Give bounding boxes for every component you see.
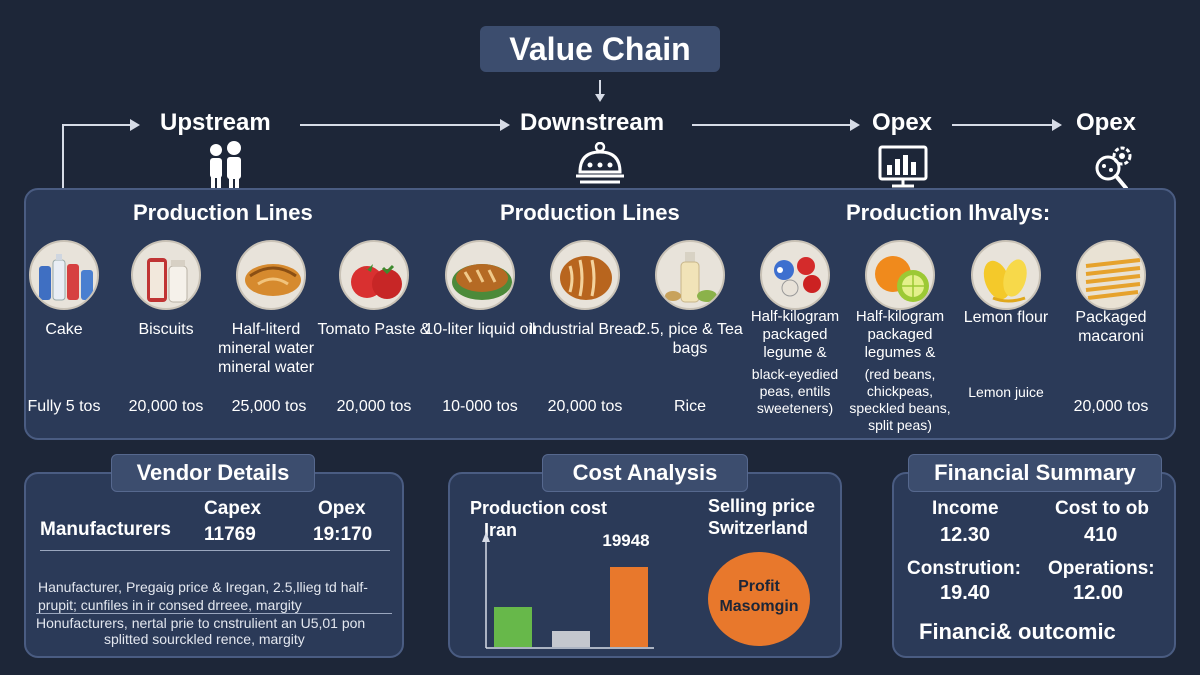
tomato-icon [339,240,409,310]
product-name: Half-kilogram packaged legume & [750,308,840,361]
bread-icon [550,240,620,310]
pasta-icon [1076,240,1146,310]
vendor-divider [36,613,392,614]
page-title: Value Chain [480,26,720,72]
vendor-opex-value: 19:170 [313,524,373,545]
product-name: Tomato Paste & [317,321,431,338]
oil-bottle-icon [655,240,725,310]
section-title-3: Production Ihvalys: [846,200,1051,225]
product-qty: Rice [673,398,706,415]
production-cost-sub: Iran [484,520,518,540]
people-icon [210,141,241,188]
gear-search-icon [1095,146,1132,190]
cost-chart: 19948 [482,531,654,649]
product-qty: 20,000 tos [1073,398,1149,415]
financial-footer: Financi& outcomic [919,619,1116,644]
product-name: Lemon flour [963,309,1049,326]
flow-arrow-3 [1052,119,1062,131]
citrus-icon [865,240,935,310]
product-name: Packaged macaroni [1075,309,1147,345]
bread-roll-icon [236,240,306,310]
title-connector [599,80,601,96]
product-qty: (red beans, chickpeas, speckled beans, s… [849,366,951,433]
financial-title: Financial Summary [908,454,1162,492]
profit-circle [708,552,810,646]
cost-title: Cost Analysis [542,454,748,492]
flow-line-2 [692,124,850,126]
stage-upstream-label: Upstream [160,109,271,136]
vendor-title: Vendor Details [111,454,315,492]
vendor-col-opex: Opex [318,498,366,519]
stage-opex-label: Opex [872,109,933,136]
selling-price-sub: Switzerland [708,518,809,538]
berries-icon [760,240,830,310]
production-cost-label: Production cost [470,498,608,518]
vendor-divider [40,550,390,551]
product-name: Cake [45,321,83,338]
product-qty: 20,000 tos [336,398,412,415]
flow-line-1 [300,124,500,126]
vendor-panel [24,472,404,658]
fin-label: Cost to ob [1055,498,1149,519]
vendor-note: prupit; cunfiles in ir consed drreee, ma… [38,597,302,613]
profit-label: Profit Masomgin [719,578,799,615]
vendor-note: splitted sourckled rence, margity [104,631,305,647]
fin-value: 410 [1084,524,1118,546]
product-name: Half-kilogram packaged legumes & [855,308,945,361]
jars-icon [131,240,201,310]
chart-bar-0 [494,607,532,647]
flow-arrow-0 [130,119,140,131]
selling-price-label: Selling price [708,496,816,516]
chart-bar-2 [610,567,648,647]
production-panel [24,188,1176,440]
cloche-icon [576,142,624,184]
product-qty: 10-000 tos [442,398,518,415]
vendor-note: Hanufacturer, Pregaig price & Iregan, 2.… [38,579,368,595]
product-name: 2.5, pice & Tea bags [637,321,743,357]
stage-opex-2-label: Opex [1076,109,1137,136]
flow-arrow-2 [850,119,860,131]
product-qty: Lemon juice [968,384,1044,400]
flow-line-0 [62,124,132,126]
lemon-icon [971,240,1041,310]
product-qty: 25,000 tos [231,398,307,415]
product-name: 10-liter liquid oil [424,321,536,338]
section-title-2: Production Lines [500,200,680,225]
fin-label: Constrution: [907,558,1021,579]
vendor-col-capex: Capex [204,498,262,519]
vendor-note: Honufacturers, nertal prie to cnstrulien… [36,615,366,631]
chart-y-axis-arrow [482,532,490,542]
product-qty: 20,000 tos [128,398,204,415]
stage-downstream-label: Downstream [520,109,665,136]
vendor-capex-value: 11769 [204,524,256,545]
fin-label: Operations: [1048,558,1155,579]
fin-value: 19.40 [940,582,991,604]
product-qty: 20,000 tos [547,398,623,415]
bar-value-label: 19948 [602,531,649,550]
bottles-icon [29,240,99,310]
fin-value: 12.00 [1073,582,1124,604]
product-qty: black-eyedied peas, entils sweeteners) [751,366,839,416]
product-name: Biscuits [138,321,194,338]
flow-line-3 [952,124,1052,126]
title-connector-arrow [595,94,605,102]
product-qty: Fully 5 tos [27,398,101,415]
vendor-row-label: Manufacturers [40,519,171,540]
financial-panel [892,472,1176,658]
chart-bar-1 [552,631,590,647]
section-title-1: Production Lines [133,200,313,225]
flow-arrow-1 [500,119,510,131]
product-name: Industrial Bread [528,321,642,338]
bread-loaf-icon [445,240,515,310]
fin-value: 12.30 [940,524,991,546]
product-name: Half-literd mineral water mineral water [217,321,315,376]
fin-label: Income [932,498,999,519]
monitor-chart-icon [878,145,928,188]
flow-left-riser [62,124,64,190]
